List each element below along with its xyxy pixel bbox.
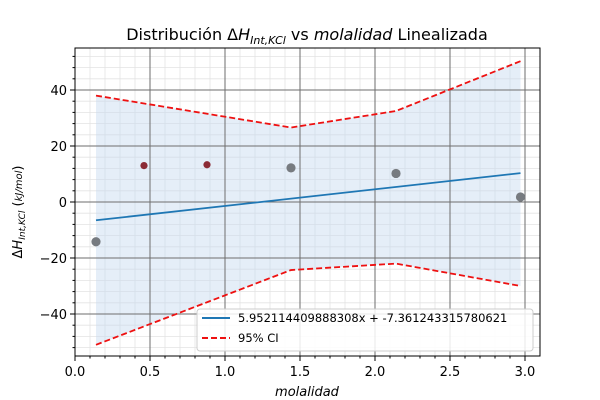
data-point <box>140 162 148 170</box>
y-tick-label: −20 <box>40 252 67 267</box>
fit-line <box>95 172 521 222</box>
ci-lower-line <box>95 262 521 346</box>
x-tick-label: 1.5 <box>290 365 311 380</box>
x-tick-label: 3.0 <box>515 365 536 380</box>
data-point <box>91 237 101 247</box>
legend-label-fit: 5.952114409888308x + -7.361243315780621 <box>238 311 507 325</box>
y-tick-label: 40 <box>50 84 67 99</box>
legend-label-ci: 95% CI <box>238 331 279 345</box>
data-point <box>391 168 401 179</box>
x-tick-label: 0.5 <box>140 365 161 380</box>
ci-upper-line <box>95 60 521 129</box>
y-axis-label: ΔHInt,KCl (kJ/mol) <box>11 166 28 259</box>
chart-title: Distribución ΔHInt,KCl vs molalidad Line… <box>126 25 488 47</box>
confidence-band-fill <box>96 61 521 345</box>
x-tick-label: 2.5 <box>440 365 461 380</box>
x-tick-label: 0.0 <box>65 365 86 380</box>
x-tick-label: 1.0 <box>215 365 236 380</box>
legend-box <box>196 308 534 352</box>
confidence-band <box>96 61 521 345</box>
y-tick-label: 0 <box>59 196 67 211</box>
data-point <box>515 192 526 202</box>
y-tick-label: 20 <box>50 140 67 155</box>
y-tick-label: −40 <box>40 308 67 323</box>
data-point <box>286 163 296 173</box>
x-axis-label: molalidad <box>275 385 340 400</box>
legend: 5.952114409888308x + -7.361243315780621 … <box>196 308 534 352</box>
ticks: 0.0 0.5 1.0 1.5 2.0 2.5 3.0 −40 −20 0 20 40 <box>40 55 536 380</box>
series <box>91 60 526 346</box>
x-tick-label: 2.0 <box>365 365 386 380</box>
data-point <box>203 161 211 169</box>
